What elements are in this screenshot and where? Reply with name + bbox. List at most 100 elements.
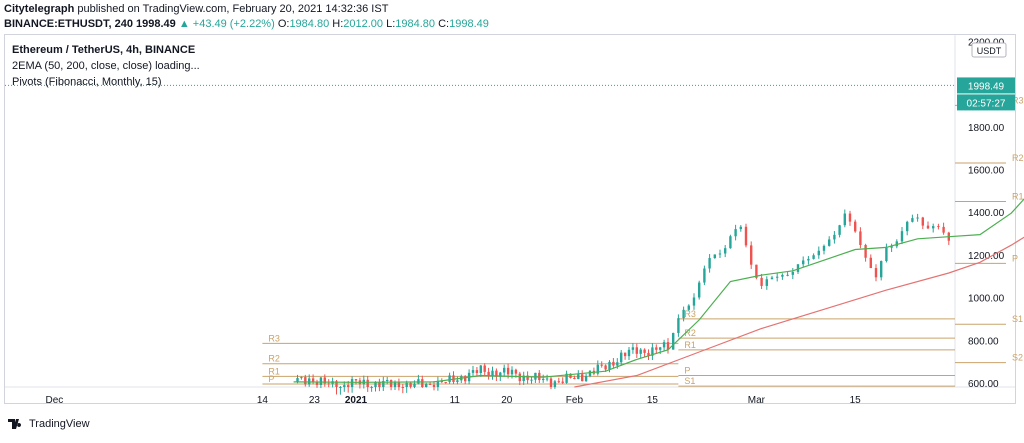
candle-body bbox=[436, 380, 440, 387]
footer-brand[interactable]: TradingView bbox=[29, 418, 90, 430]
pivot-label: R1 bbox=[1012, 191, 1024, 201]
candle-body bbox=[386, 380, 389, 382]
x-tick-label: 2021 bbox=[345, 395, 368, 406]
currency-badge-label: USDT bbox=[977, 46, 1002, 56]
ema200-line bbox=[574, 236, 1024, 388]
chart-legend-title: Ethereum / TetherUS, 4h, BINANCE bbox=[12, 44, 196, 56]
candle-body bbox=[874, 268, 878, 278]
ema-indicator-legend[interactable]: 2EMA (50, 200, close, close) loading... bbox=[12, 60, 200, 72]
pivot-label: R2 bbox=[1012, 153, 1024, 163]
candle-body bbox=[786, 274, 789, 276]
candle-body bbox=[495, 370, 498, 377]
candle-body bbox=[518, 373, 521, 382]
candle-body bbox=[647, 352, 650, 356]
candle-body bbox=[432, 384, 436, 387]
pivot-label: R3 bbox=[1012, 95, 1024, 105]
candle-body bbox=[744, 226, 748, 246]
price-change: ▲ +43.49 (+2.22%) bbox=[178, 18, 275, 30]
candle-body bbox=[729, 236, 732, 249]
candle-body bbox=[350, 379, 354, 387]
high-label: H: bbox=[332, 18, 344, 30]
candle-body bbox=[639, 349, 642, 354]
candle-body bbox=[401, 387, 404, 388]
y-tick-label: 1200.00 bbox=[968, 251, 1005, 262]
pivot-label: S2 bbox=[1012, 353, 1023, 363]
candle-body bbox=[374, 382, 377, 387]
candle-body bbox=[581, 374, 584, 382]
candle-body bbox=[522, 375, 525, 382]
candle-body bbox=[296, 378, 299, 382]
candle-body bbox=[565, 373, 568, 383]
candle-body bbox=[311, 378, 315, 382]
candle-body bbox=[588, 370, 592, 376]
tradingview-logo-icon bbox=[8, 419, 22, 429]
footer: TradingView bbox=[8, 418, 90, 430]
candle-body bbox=[672, 332, 675, 350]
candle-body bbox=[456, 380, 459, 382]
candle-body bbox=[662, 342, 666, 348]
candle-body bbox=[514, 369, 518, 374]
candle-body bbox=[765, 279, 768, 286]
candle-body bbox=[937, 226, 940, 228]
chart-frame[interactable] bbox=[4, 34, 1016, 404]
candle-body bbox=[425, 383, 428, 387]
x-tick-label: Mar bbox=[748, 395, 766, 406]
candle-body bbox=[378, 382, 381, 387]
candle-body bbox=[942, 226, 945, 233]
low-value: 1984.80 bbox=[395, 18, 436, 30]
x-tick-label: 23 bbox=[309, 395, 321, 406]
candle-body bbox=[577, 374, 580, 380]
pivots-indicator-legend[interactable]: Pivots (Fibonacci, Monthly, 15) bbox=[12, 76, 162, 88]
candle-body bbox=[822, 245, 826, 251]
high-value: 2012.00 bbox=[343, 18, 384, 30]
candle-body bbox=[833, 234, 836, 240]
x-tick-label: Feb bbox=[566, 395, 584, 406]
candle-body bbox=[770, 277, 774, 280]
candle-body bbox=[796, 264, 800, 272]
candle-body bbox=[859, 231, 862, 246]
candle-body bbox=[651, 347, 654, 356]
countdown-tag bbox=[957, 94, 1015, 111]
candle-body bbox=[916, 217, 919, 219]
candle-body bbox=[397, 382, 401, 387]
candle-body bbox=[448, 375, 451, 383]
candle-body bbox=[677, 318, 680, 333]
ema50-line bbox=[293, 198, 1024, 383]
y-tick-label: 1000.00 bbox=[968, 294, 1005, 305]
candle-body bbox=[382, 380, 385, 387]
close-label: C: bbox=[438, 18, 450, 30]
candle-body bbox=[300, 377, 303, 379]
candle-body bbox=[838, 225, 841, 235]
x-tick-label: 11 bbox=[450, 395, 461, 406]
candle-body bbox=[900, 231, 904, 242]
candle-body bbox=[604, 365, 607, 370]
candle-body bbox=[734, 229, 737, 237]
candle-body bbox=[444, 382, 447, 384]
last-price-tag bbox=[957, 77, 1015, 94]
x-tick-label: 15 bbox=[647, 395, 659, 406]
candle-body bbox=[530, 379, 533, 381]
candle-body bbox=[655, 347, 658, 350]
candle-body bbox=[393, 382, 397, 387]
candle-body bbox=[421, 379, 424, 387]
candle-body bbox=[659, 347, 662, 350]
candle-body bbox=[906, 221, 909, 232]
candle-body bbox=[828, 239, 831, 246]
close-value: 1998.49 bbox=[449, 18, 489, 30]
candle-body bbox=[370, 387, 373, 388]
candle-body bbox=[698, 282, 701, 298]
author-name[interactable]: Citytelegraph bbox=[4, 3, 75, 15]
candle-body bbox=[692, 297, 696, 306]
candle-body bbox=[911, 218, 914, 222]
candle-body bbox=[781, 274, 784, 277]
candle-body bbox=[573, 377, 576, 380]
candle-body bbox=[569, 373, 572, 378]
candle-body bbox=[315, 381, 319, 385]
symbol-label: BINANCE:ETHUSDT, 240 bbox=[4, 18, 133, 30]
candle-body bbox=[600, 364, 603, 366]
candle-body bbox=[440, 380, 443, 383]
currency-badge bbox=[971, 42, 1007, 58]
x-tick-label: Dec bbox=[46, 395, 64, 406]
candle-body bbox=[880, 261, 883, 278]
